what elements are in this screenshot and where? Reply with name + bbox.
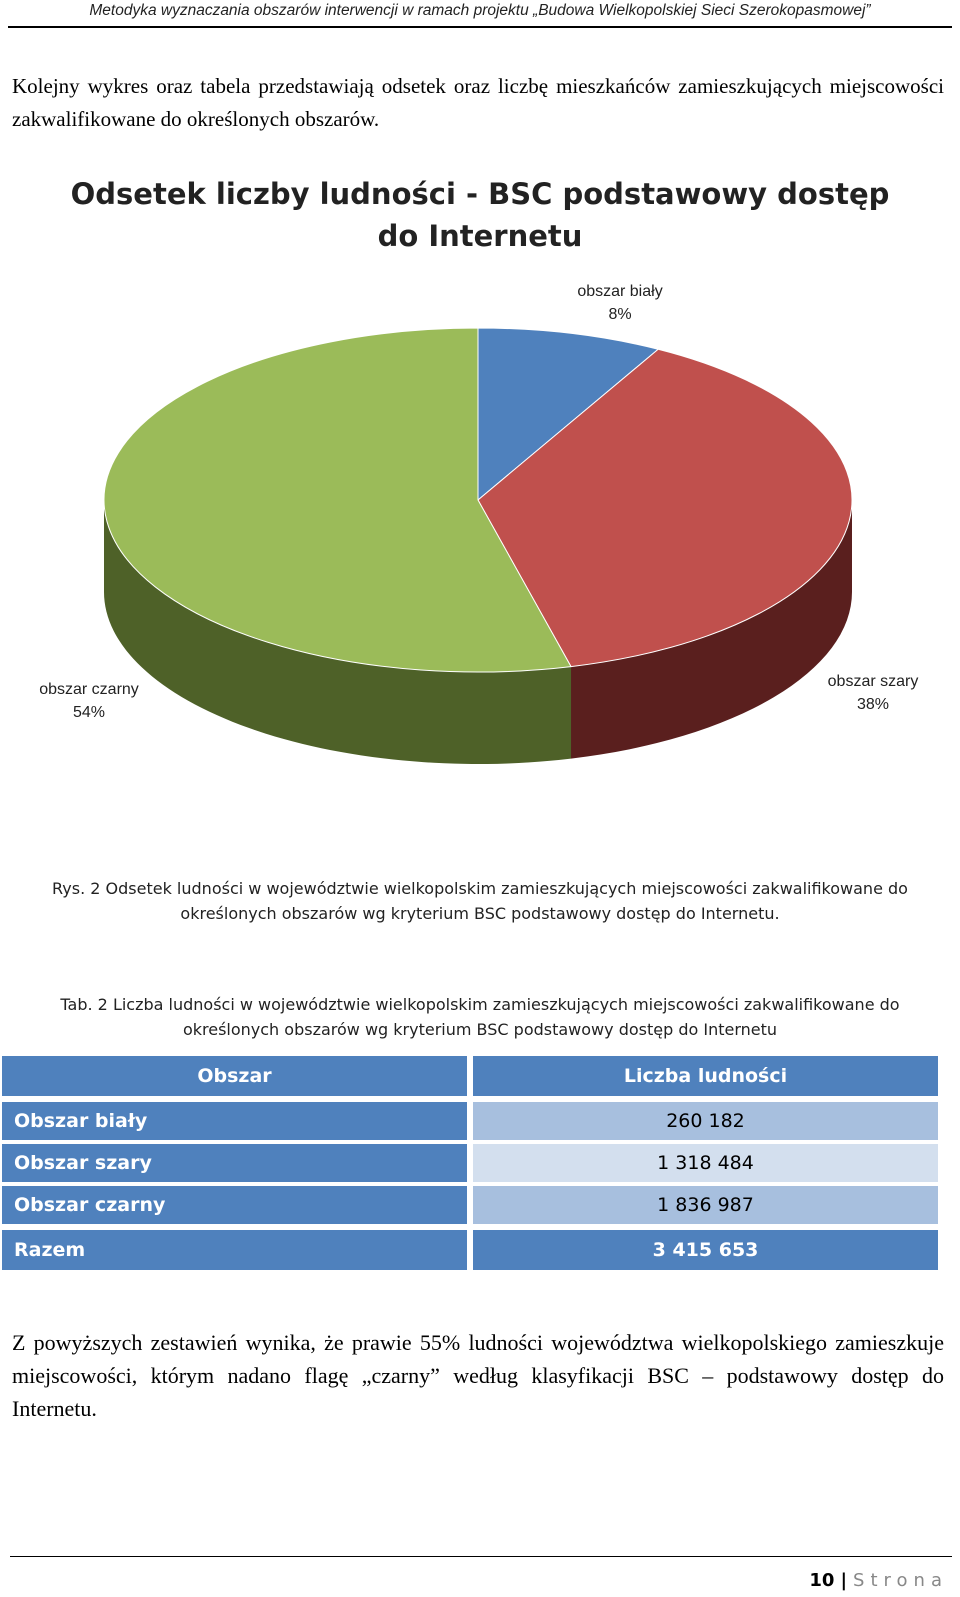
pie-slice-szary [477,348,853,668]
pie-side-czarny [103,500,572,765]
figure-caption-line-2: określonych obszarów wg kryterium BSC po… [180,904,780,923]
page-word: Strona [853,1570,948,1591]
pie-label-black: obszar czarny 54% [28,678,150,724]
page-footer: 10 | Strona [809,1570,948,1591]
pie-side-szary [571,500,852,759]
footer-separator: | [840,1570,848,1591]
pie-label-grey-name: obszar szary [827,673,919,690]
pie-label-white: obszar biały 8% [555,280,685,326]
table-header-population: Liczba ludności [473,1056,938,1096]
conclusion-paragraph: Z powyższych zestawień wynika, że prawie… [12,1330,944,1421]
pie-slice-biały [477,327,660,502]
table-caption-line-2: określonych obszarów wg kryterium BSC po… [182,1020,778,1039]
pie-label-grey: obszar szary 38% [818,670,928,716]
chart-title-line-2: do Internetu [377,219,583,253]
figure-caption: Rys. 2 Odsetek ludności w województwie w… [20,876,940,926]
table-caption: Tab. 2 Liczba ludności w województwie wi… [20,992,940,1042]
pie-tops [103,327,853,673]
table-row-label-white: Obszar biały [2,1102,467,1140]
pie-label-grey-value: 38% [856,696,890,713]
table-cell-population-white: 260 182 [473,1102,938,1140]
footer-divider [10,1556,952,1557]
table-cell-population-black: 1 836 987 [473,1186,938,1224]
pie-slice-czarny [103,327,572,673]
page-number: 10 [809,1570,835,1591]
figure-caption-line-1: Rys. 2 Odsetek ludności w województwie w… [52,879,908,898]
header-divider [8,26,952,28]
table-total-label: Razem [2,1230,467,1270]
chart-title: Odsetek liczby ludności - BSC podstawowy… [0,173,960,257]
pie-label-white-name: obszar biały [577,283,663,300]
table-cell-population-grey: 1 318 484 [473,1144,938,1182]
pie-label-black-name: obszar czarny [39,681,139,698]
table-row-label-grey: Obszar szary [2,1144,467,1182]
table-caption-line-1: Tab. 2 Liczba ludności w województwie wi… [60,995,900,1014]
pie-label-white-value: 8% [608,306,632,323]
chart-title-line-1: Odsetek liczby ludności - BSC podstawowy… [70,177,890,211]
intro-paragraph: Kolejny wykres oraz tabela przedstawiają… [12,74,944,131]
pie-chart [103,327,853,765]
pie-sides [103,500,852,765]
page-header-title: Metodyka wyznaczania obszarów interwencj… [89,2,871,19]
table-header-area: Obszar [2,1056,467,1096]
pie-label-black-value: 54% [72,704,106,721]
table-total-population: 3 415 653 [473,1230,938,1270]
table-row-label-black: Obszar czarny [2,1186,467,1224]
